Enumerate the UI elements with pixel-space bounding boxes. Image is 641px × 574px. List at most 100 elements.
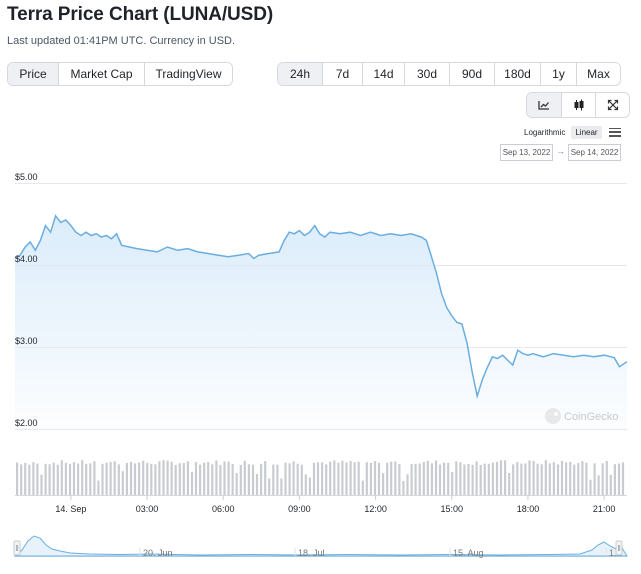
volume-bar bbox=[573, 464, 576, 495]
candlestick-icon bbox=[574, 99, 583, 111]
volume-bar bbox=[556, 464, 560, 495]
volume-bar bbox=[60, 460, 63, 495]
date-from-input[interactable]: Sep 13, 2022 bbox=[500, 144, 553, 161]
volume-bar bbox=[373, 461, 377, 495]
range-tab-30d[interactable]: 30d bbox=[404, 63, 449, 85]
volume-bar bbox=[414, 463, 417, 495]
volume-bar bbox=[398, 464, 401, 495]
range-tab-24h[interactable]: 24h bbox=[278, 63, 322, 85]
coingecko-logo-icon bbox=[545, 408, 561, 424]
scale-logarithmic-option[interactable]: Logarithmic bbox=[524, 127, 566, 137]
volume-bar bbox=[101, 463, 104, 495]
volume-bar bbox=[109, 462, 112, 495]
chart-type-toolbar bbox=[526, 92, 630, 118]
volume-bar bbox=[251, 464, 255, 495]
range-tab-14d[interactable]: 14d bbox=[362, 63, 404, 85]
volume-bar bbox=[89, 463, 92, 495]
volume-bar bbox=[235, 473, 238, 495]
navigator-right-handle[interactable] bbox=[615, 540, 623, 556]
volume-bar bbox=[516, 462, 519, 495]
volume-bar bbox=[142, 460, 145, 495]
y-tick-label: $5.00 bbox=[15, 172, 38, 182]
volume-bar bbox=[125, 462, 128, 495]
volume-bar bbox=[146, 462, 149, 495]
volume-bar bbox=[186, 461, 189, 495]
range-tab-7d[interactable]: 7d bbox=[322, 63, 362, 85]
volume-bar bbox=[280, 478, 283, 495]
volume-bar bbox=[77, 463, 80, 495]
volume-bar bbox=[581, 461, 584, 495]
volume-bar bbox=[560, 460, 564, 495]
volume-bar bbox=[40, 474, 43, 495]
line-chart-button[interactable] bbox=[527, 93, 561, 117]
volume-bar bbox=[467, 463, 470, 495]
volume-bar bbox=[166, 460, 169, 495]
volume-bar bbox=[296, 463, 299, 495]
volume-bar bbox=[337, 462, 340, 495]
volume-bar bbox=[20, 464, 23, 495]
range-tab-group: 24h 7d 14d 30d 90d 180d 1y Max bbox=[277, 62, 621, 86]
volume-bar bbox=[129, 461, 133, 495]
volume-bar bbox=[386, 462, 389, 495]
volume-bar bbox=[410, 464, 413, 495]
volume-bar bbox=[162, 460, 165, 495]
volume-bar bbox=[540, 464, 543, 495]
volume-bar bbox=[455, 461, 458, 495]
volume-bar bbox=[443, 462, 446, 495]
scale-linear-option[interactable]: Linear bbox=[571, 125, 602, 139]
fullscreen-button[interactable] bbox=[595, 93, 629, 117]
volume-bar bbox=[154, 464, 157, 495]
volume-bar bbox=[300, 464, 303, 495]
tab-price[interactable]: Price bbox=[8, 63, 58, 85]
range-tab-90d[interactable]: 90d bbox=[449, 63, 494, 85]
volume-bar bbox=[544, 460, 547, 495]
x-tick-label: 03:00 bbox=[136, 504, 159, 514]
volume-bar bbox=[459, 462, 462, 495]
volume-bar bbox=[199, 464, 202, 495]
volume-bar bbox=[56, 464, 59, 495]
volume-bar bbox=[170, 461, 173, 495]
volume-bar bbox=[329, 461, 332, 495]
hamburger-menu-icon[interactable] bbox=[608, 127, 621, 137]
volume-bar bbox=[239, 464, 242, 495]
watermark-text: CoinGecko bbox=[564, 411, 618, 423]
volume-bar bbox=[438, 464, 442, 495]
volume-bar bbox=[621, 462, 625, 495]
volume-bar bbox=[495, 461, 499, 495]
navigator-line bbox=[13, 535, 628, 557]
volume-bar bbox=[121, 471, 124, 495]
volume-bar bbox=[174, 464, 177, 495]
volume-bar bbox=[524, 463, 527, 495]
volume-bar bbox=[16, 462, 19, 495]
volume-bar bbox=[552, 462, 555, 495]
y-tick-label: $3.00 bbox=[15, 336, 38, 346]
navigator-left-handle[interactable] bbox=[13, 540, 21, 556]
volume-bar bbox=[345, 462, 348, 495]
volume-bar bbox=[402, 481, 405, 495]
candlestick-button[interactable] bbox=[561, 93, 595, 117]
volume-bars bbox=[15, 460, 627, 496]
volume-bar bbox=[422, 462, 425, 495]
range-tab-180d[interactable]: 180d bbox=[494, 63, 540, 85]
volume-bar bbox=[219, 464, 222, 495]
tab-market-cap[interactable]: Market Cap bbox=[58, 63, 144, 85]
volume-bar bbox=[113, 461, 116, 495]
fullscreen-icon bbox=[607, 99, 618, 111]
tab-tradingview[interactable]: TradingView bbox=[144, 63, 232, 85]
range-tab-max[interactable]: Max bbox=[576, 63, 620, 85]
volume-bar bbox=[81, 460, 84, 495]
price-line bbox=[14, 214, 628, 400]
volume-bar bbox=[357, 461, 360, 495]
range-tab-1y[interactable]: 1y bbox=[540, 63, 576, 85]
volume-bar bbox=[227, 461, 230, 495]
date-to-input[interactable]: Sep 14, 2022 bbox=[568, 144, 621, 161]
volume-bar bbox=[117, 464, 120, 495]
volume-bar bbox=[93, 461, 96, 495]
volume-bar bbox=[203, 462, 206, 495]
volume-bar bbox=[138, 462, 141, 495]
x-tick-label: 12:00 bbox=[364, 504, 387, 514]
view-tab-group: Price Market Cap TradingView bbox=[7, 62, 233, 86]
volume-bar bbox=[377, 462, 381, 495]
range-navigator[interactable]: 20. Jun 18. Jul 15. Aug 1... bbox=[13, 535, 628, 558]
